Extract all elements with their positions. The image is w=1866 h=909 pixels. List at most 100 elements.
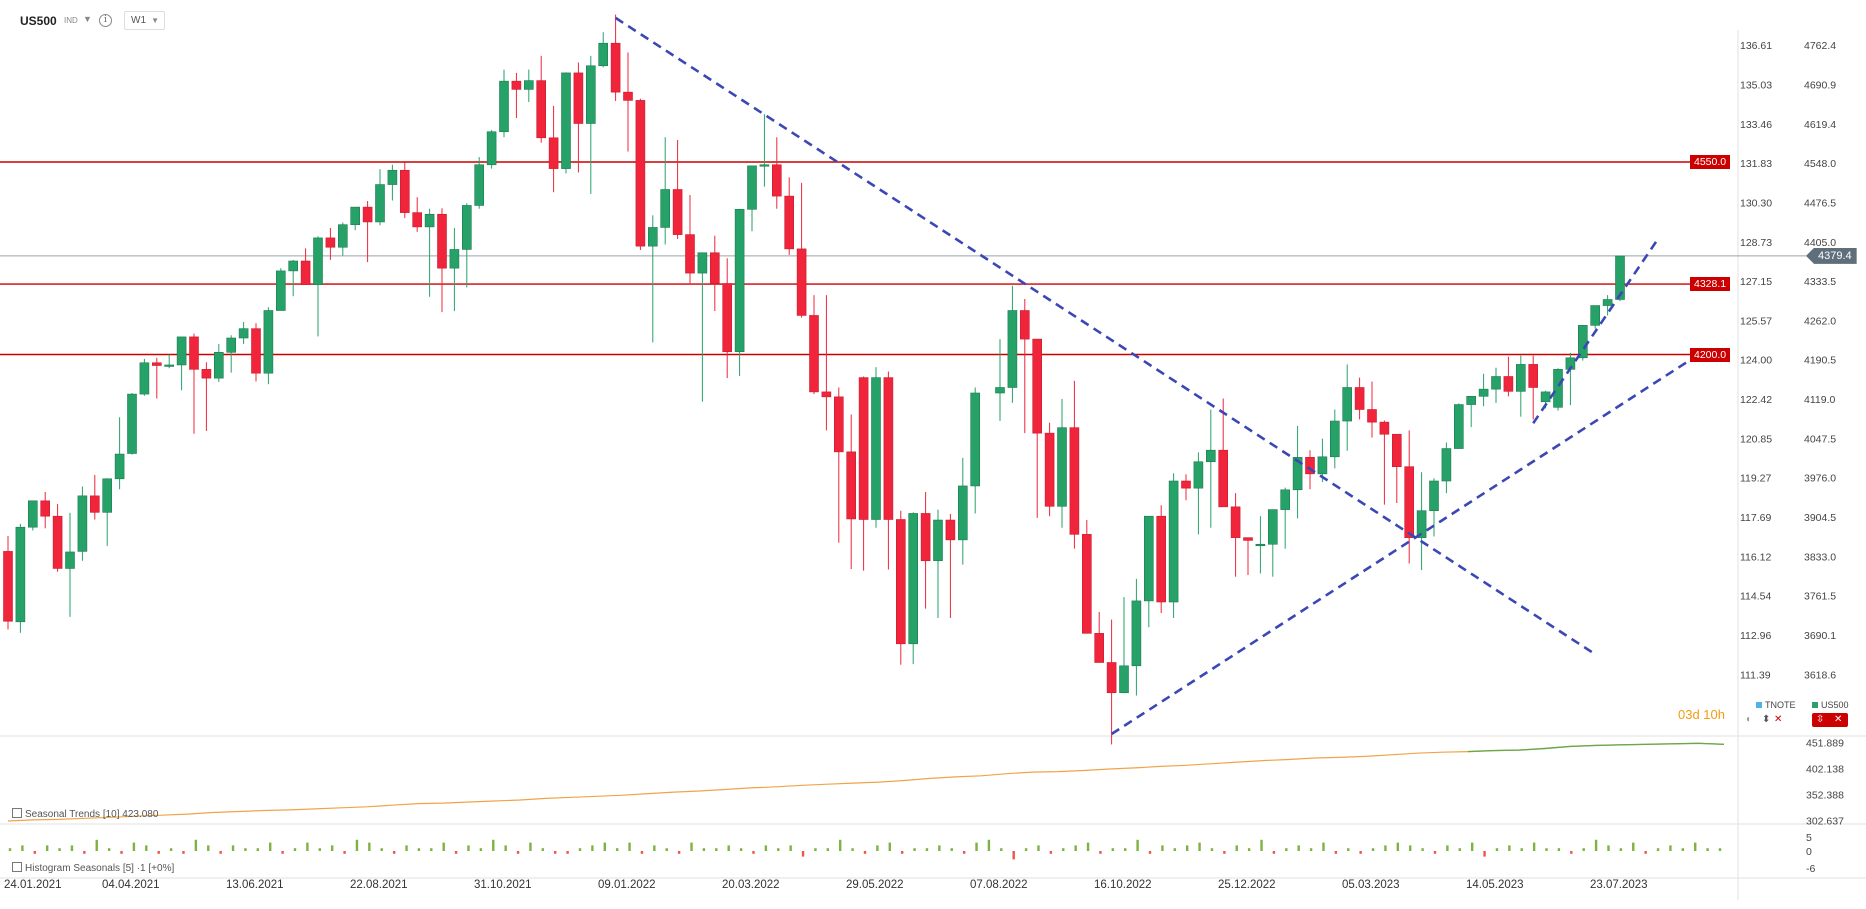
histogram-bar (1000, 848, 1003, 851)
candle-body (1181, 480, 1191, 489)
candle-body (1466, 395, 1476, 405)
candle (809, 295, 819, 395)
candle-body (1553, 369, 1563, 408)
candle (1466, 395, 1476, 428)
candle (1032, 338, 1042, 518)
y-tick-label: 4047.5 (1804, 433, 1836, 445)
candle-body (313, 237, 323, 285)
candle (784, 177, 794, 255)
candle (772, 137, 782, 209)
y-tick-label: 4333.5 (1804, 276, 1836, 288)
candle (1354, 377, 1365, 420)
candle (276, 268, 286, 311)
candle (561, 72, 571, 174)
info-icon[interactable]: i (99, 14, 112, 27)
histogram-bar (1619, 848, 1623, 851)
histogram-bar (1570, 851, 1573, 854)
candle-body (176, 336, 187, 366)
histogram-bar (293, 848, 297, 851)
histogram-bar (70, 845, 74, 851)
settings-icon[interactable]: ⇳ (1816, 714, 1825, 725)
candle (1230, 493, 1241, 577)
histogram-bar (1272, 851, 1276, 854)
eye-icon[interactable]: ◐ (1746, 714, 1753, 725)
histogram-bar (863, 851, 867, 854)
histogram-bar (83, 851, 86, 854)
tnote-tick-label: 112.96 (1740, 630, 1771, 642)
tnote-color-swatch (1756, 702, 1762, 708)
histogram-bar (219, 851, 222, 854)
tnote-tick-label: 128.73 (1740, 237, 1772, 249)
candle-body (238, 328, 249, 339)
histogram-bar (467, 845, 470, 851)
level-label[interactable]: 4550.0 (1690, 155, 1731, 169)
tnote-tick-label: 116.12 (1740, 551, 1771, 563)
y-tick-label: 4119.0 (1804, 394, 1835, 406)
candle-body (1193, 461, 1204, 489)
histogram-bar (1334, 851, 1338, 854)
close-icon[interactable]: ✕ (1774, 714, 1783, 725)
level-label[interactable]: 4328.1 (1690, 277, 1731, 292)
histogram-bar (318, 848, 321, 851)
settings-icon[interactable] (12, 808, 22, 818)
candle-body (189, 336, 199, 370)
histogram-bar (801, 851, 805, 857)
symbol-name[interactable]: US500 (20, 14, 57, 28)
histogram-bar (1495, 848, 1499, 851)
candle (437, 208, 447, 313)
legend-tnote[interactable]: TNOTE (1756, 700, 1796, 710)
candle-body (734, 209, 745, 353)
reorder-icon[interactable]: ⬍ (1762, 714, 1771, 725)
candle-body (710, 252, 720, 284)
candle (908, 512, 918, 665)
x-tick-label: 23.07.2023 (1590, 879, 1648, 891)
settings-icon[interactable] (12, 862, 22, 872)
candle-body (896, 519, 906, 645)
candle (573, 62, 584, 173)
histogram-bar (169, 848, 173, 851)
histogram-bar (1483, 851, 1486, 857)
candle-body (747, 165, 757, 210)
level-label[interactable]: 4200.0 (1690, 347, 1731, 362)
candle (1528, 355, 1538, 420)
chevron-down-icon[interactable]: ▼ (83, 14, 92, 24)
candle-body (685, 234, 695, 274)
histogram-bar (256, 848, 260, 851)
candle-body (1305, 457, 1315, 475)
histogram-bar (1656, 848, 1660, 851)
legend-us500[interactable]: US500 (1812, 700, 1849, 710)
candle (77, 486, 88, 561)
candle (1156, 505, 1166, 613)
candle-body (511, 80, 522, 90)
histogram-bar (343, 851, 346, 854)
seasonal-indicator-label[interactable]: Seasonal Trends [10] 423.080 (12, 808, 158, 820)
candle-body (164, 364, 174, 367)
histogram-bar (95, 839, 98, 851)
us500-series-controls[interactable]: ⇳ ✕ (1812, 713, 1848, 727)
histogram-bar (876, 845, 879, 851)
candle (883, 371, 894, 570)
candle (734, 208, 745, 376)
histogram-indicator-label[interactable]: Histogram Seasonals [5] ·1 [+0%] (12, 862, 174, 874)
candle (871, 367, 881, 528)
candle-body (1478, 388, 1489, 397)
candle (710, 235, 720, 312)
candle-body (958, 485, 968, 541)
close-icon[interactable]: ✕ (1834, 714, 1843, 725)
candle (1094, 611, 1104, 663)
candle (362, 201, 373, 263)
candle (1330, 409, 1340, 469)
candle-body (722, 283, 732, 353)
candle-body (1057, 427, 1067, 507)
histogram-bar (1681, 848, 1685, 851)
histogram-bar (244, 848, 247, 851)
timeframe-select[interactable]: W1 ▼ (124, 11, 165, 30)
histogram-bar (1260, 839, 1263, 851)
histogram-bar (541, 848, 545, 851)
candle (1144, 515, 1154, 628)
y-tick-label: 3761.5 (1804, 591, 1836, 603)
candle-body (288, 260, 298, 272)
candle (313, 236, 323, 337)
histogram-bar (1421, 848, 1424, 851)
